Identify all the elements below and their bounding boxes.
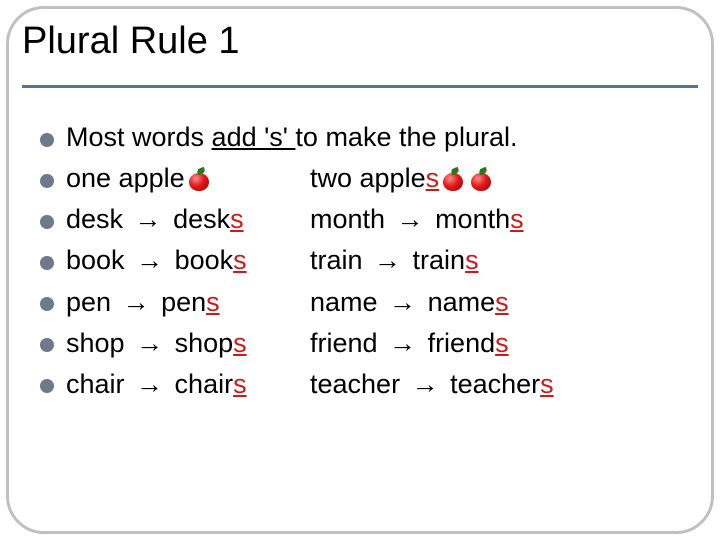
- word-from: chair: [66, 365, 125, 404]
- word-right: name → names: [310, 283, 509, 322]
- bullet-icon: [40, 133, 54, 147]
- word-to-stem: train: [413, 241, 466, 280]
- word-from: name: [310, 283, 378, 322]
- apple-icon: [441, 168, 465, 192]
- arrow-icon: →: [363, 241, 413, 280]
- word-from: desk: [66, 200, 123, 239]
- intro-row: Most words add 's' to make the plural.: [40, 118, 690, 157]
- word-to-suffix: s: [465, 241, 479, 280]
- word-row: pen → pensname → names: [40, 283, 690, 322]
- word-to-suffix: s: [495, 283, 509, 322]
- arrow-icon: →: [125, 324, 175, 363]
- arrow-icon: →: [400, 365, 450, 404]
- word-row: chair → chairsteacher → teachers: [40, 365, 690, 404]
- word-to-suffix: s: [206, 283, 220, 322]
- apple-row: one apple two apples: [40, 159, 690, 198]
- apple-right-icons: [439, 159, 495, 198]
- word-right: train → trains: [310, 241, 479, 280]
- word-left: book → books: [40, 241, 310, 280]
- word-from: friend: [310, 324, 378, 363]
- word-from: month: [310, 200, 385, 239]
- bullet-icon: [40, 297, 54, 311]
- word-row: shop → shopsfriend → friends: [40, 324, 690, 363]
- arrow-icon: →: [125, 241, 175, 280]
- apple-right-prefix: two apple: [310, 159, 426, 198]
- word-left: pen → pens: [40, 283, 310, 322]
- bullet-icon: [40, 174, 54, 188]
- word-right: teacher → teachers: [310, 365, 554, 404]
- word-to-suffix: s: [233, 365, 247, 404]
- word-left: chair → chairs: [40, 365, 310, 404]
- word-to-stem: month: [435, 200, 510, 239]
- apple-right-s: s: [426, 159, 440, 198]
- word-from: teacher: [310, 365, 400, 404]
- word-left: desk → desks: [40, 200, 310, 239]
- arrow-icon: →: [378, 324, 428, 363]
- word-from: book: [66, 241, 125, 280]
- word-to-suffix: s: [233, 324, 247, 363]
- slide-title: Plural Rule 1: [22, 14, 698, 63]
- apple-left: one apple: [40, 159, 310, 198]
- word-to-suffix: s: [230, 200, 244, 239]
- word-to-stem: book: [175, 241, 234, 280]
- word-to-stem: chair: [175, 365, 234, 404]
- bullet-icon: [40, 256, 54, 270]
- title-area: Plural Rule 1: [22, 14, 698, 88]
- apple-left-text: one apple: [66, 159, 185, 198]
- word-to-stem: name: [428, 283, 496, 322]
- word-to-suffix: s: [510, 200, 524, 239]
- arrow-icon: →: [111, 283, 161, 322]
- intro-suffix: to make the plural.: [295, 122, 517, 152]
- bullet-icon: [40, 338, 54, 352]
- intro-prefix: Most words: [66, 122, 212, 152]
- content-area: Most words add 's' to make the plural. o…: [40, 118, 690, 406]
- apple-left-icons: [185, 159, 213, 198]
- word-row: book → bookstrain → trains: [40, 241, 690, 280]
- bullet-icon: [40, 215, 54, 229]
- intro-text: Most words add 's' to make the plural.: [66, 118, 518, 157]
- apple-icon: [187, 168, 211, 192]
- word-from: pen: [66, 283, 111, 322]
- word-to-stem: desk: [173, 200, 230, 239]
- word-to-suffix: s: [233, 241, 247, 280]
- arrow-icon: →: [123, 200, 173, 239]
- word-right: month → months: [310, 200, 524, 239]
- apple-icon: [469, 168, 493, 192]
- arrow-icon: →: [385, 200, 435, 239]
- bullet-icon: [40, 379, 54, 393]
- word-to-suffix: s: [495, 324, 509, 363]
- word-right: friend → friends: [310, 324, 509, 363]
- word-from: shop: [66, 324, 125, 363]
- arrow-icon: →: [125, 365, 175, 404]
- intro-underlined: add 's': [212, 122, 296, 152]
- word-left: shop → shops: [40, 324, 310, 363]
- arrow-icon: →: [378, 283, 428, 322]
- word-to-stem: pen: [161, 283, 206, 322]
- apple-right: two apples: [310, 159, 495, 198]
- word-to-suffix: s: [540, 365, 554, 404]
- word-to-stem: friend: [428, 324, 496, 363]
- word-row: desk → desksmonth → months: [40, 200, 690, 239]
- word-to-stem: teacher: [450, 365, 540, 404]
- word-to-stem: shop: [175, 324, 234, 363]
- word-from: train: [310, 241, 363, 280]
